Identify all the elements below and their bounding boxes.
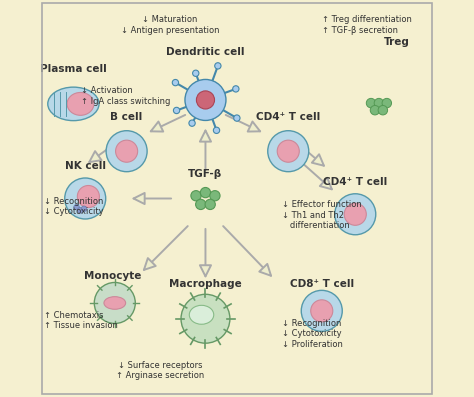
Circle shape (374, 98, 383, 108)
Circle shape (172, 79, 179, 86)
Circle shape (366, 98, 376, 108)
Circle shape (205, 199, 215, 210)
Circle shape (173, 107, 180, 114)
Text: ↓ Recognition
↓ Cytotoxicity: ↓ Recognition ↓ Cytotoxicity (44, 197, 103, 216)
Text: ↓ Recognition
↓ Cytotoxicity
↓ Proliferation: ↓ Recognition ↓ Cytotoxicity ↓ Prolifera… (283, 319, 343, 349)
Text: ↓ Activation
↑ IgA class switching: ↓ Activation ↑ IgA class switching (81, 86, 171, 106)
Text: ↑ Chemotaxis
↑ Tissue invasion: ↑ Chemotaxis ↑ Tissue invasion (44, 311, 118, 330)
Text: ↓ Maturation
↓ Antigen presentation: ↓ Maturation ↓ Antigen presentation (121, 15, 219, 35)
Text: TGF-β: TGF-β (188, 169, 223, 179)
Circle shape (210, 191, 220, 201)
Circle shape (191, 191, 201, 201)
Circle shape (116, 140, 137, 162)
Circle shape (201, 187, 210, 198)
Ellipse shape (104, 297, 126, 309)
Circle shape (233, 86, 239, 92)
Text: Treg: Treg (384, 37, 410, 47)
Circle shape (196, 199, 206, 210)
Text: CD8⁺ T cell: CD8⁺ T cell (290, 279, 354, 289)
Circle shape (344, 203, 366, 225)
Circle shape (335, 194, 376, 235)
Circle shape (370, 106, 380, 115)
Text: B cell: B cell (110, 112, 143, 121)
Text: NK cell: NK cell (65, 161, 106, 171)
Circle shape (94, 283, 135, 324)
Text: ↓ Effector function
↓ Th1 and Th2
   differentiation: ↓ Effector function ↓ Th1 and Th2 differ… (283, 200, 362, 230)
Circle shape (185, 79, 226, 120)
Circle shape (277, 140, 299, 162)
Circle shape (181, 294, 230, 343)
Text: CD4⁺ T cell: CD4⁺ T cell (256, 112, 320, 121)
Circle shape (311, 300, 333, 322)
Circle shape (77, 208, 83, 213)
Text: Plasma cell: Plasma cell (40, 64, 107, 74)
Ellipse shape (189, 305, 214, 324)
Circle shape (301, 290, 342, 331)
Circle shape (192, 70, 199, 77)
Circle shape (234, 115, 240, 121)
Circle shape (382, 98, 392, 108)
Circle shape (378, 106, 388, 115)
Circle shape (77, 185, 100, 208)
Circle shape (74, 204, 79, 210)
Text: ↓ Surface receptors
↑ Arginase secretion: ↓ Surface receptors ↑ Arginase secretion (116, 361, 204, 380)
Circle shape (65, 178, 106, 219)
Ellipse shape (48, 87, 99, 121)
Text: ↑ Treg differentiation
↑ TGF-β secretion: ↑ Treg differentiation ↑ TGF-β secretion (322, 15, 411, 35)
Text: Dendritic cell: Dendritic cell (166, 46, 245, 57)
Circle shape (215, 63, 221, 69)
Circle shape (196, 91, 215, 109)
Ellipse shape (67, 93, 94, 115)
Circle shape (81, 206, 87, 212)
Circle shape (106, 131, 147, 172)
Circle shape (268, 131, 309, 172)
Circle shape (213, 127, 219, 133)
Text: CD4⁺ T cell: CD4⁺ T cell (323, 177, 387, 187)
Text: Macrophage: Macrophage (169, 279, 242, 289)
Text: Monocyte: Monocyte (84, 271, 142, 281)
Circle shape (189, 120, 195, 126)
